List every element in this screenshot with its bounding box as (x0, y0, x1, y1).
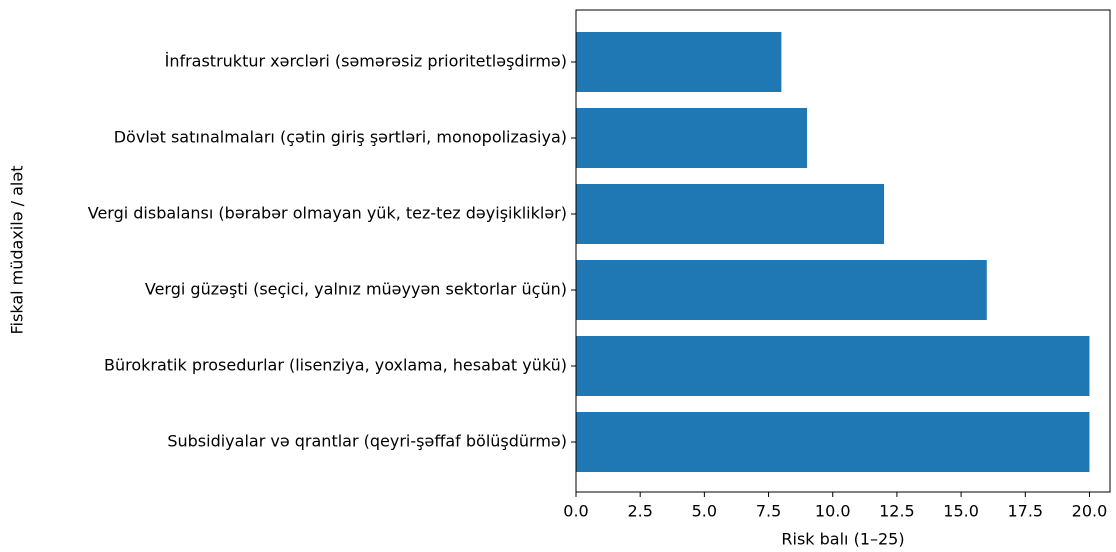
x-axis-label: Risk balı (1–25) (781, 530, 904, 549)
y-axis-label: Fiskal müdaxilə / alət (8, 166, 27, 335)
x-tick-label: 2.5 (627, 502, 652, 521)
x-tick-label: 0.0 (563, 502, 588, 521)
y-tick-label: Vergi disbalansı (bərabər olmayan yük, t… (88, 204, 567, 223)
x-tick-label: 20.0 (1072, 502, 1108, 521)
bar (576, 184, 885, 244)
x-tick-label: 10.0 (815, 502, 851, 521)
bar (576, 336, 1090, 396)
x-tick-label: 7.5 (756, 502, 781, 521)
y-tick-label: İnfrastruktur xərcləri (səmərəsiz priori… (165, 52, 567, 71)
plot-frame (575, 9, 1111, 493)
y-tick-label: Bürokratik prosedurlar (lisenziya, yoxla… (104, 356, 567, 375)
bar (576, 412, 1090, 472)
bar (576, 260, 987, 320)
x-tick-label: 17.5 (1007, 502, 1043, 521)
x-tick-label: 15.0 (943, 502, 979, 521)
bar (576, 108, 808, 168)
y-tick-label: Subsidiyalar və qrantlar (qeyri-şəffaf b… (167, 432, 567, 451)
bar (576, 32, 782, 92)
x-tick-label: 12.5 (879, 502, 915, 521)
x-tick-label: 5.0 (692, 502, 717, 521)
y-tick-label: Dövlət satınalmaları (çətin giriş şərtlə… (114, 128, 567, 147)
y-tick-label: Vergi güzəşti (seçici, yalnız müəyyən se… (145, 280, 567, 299)
